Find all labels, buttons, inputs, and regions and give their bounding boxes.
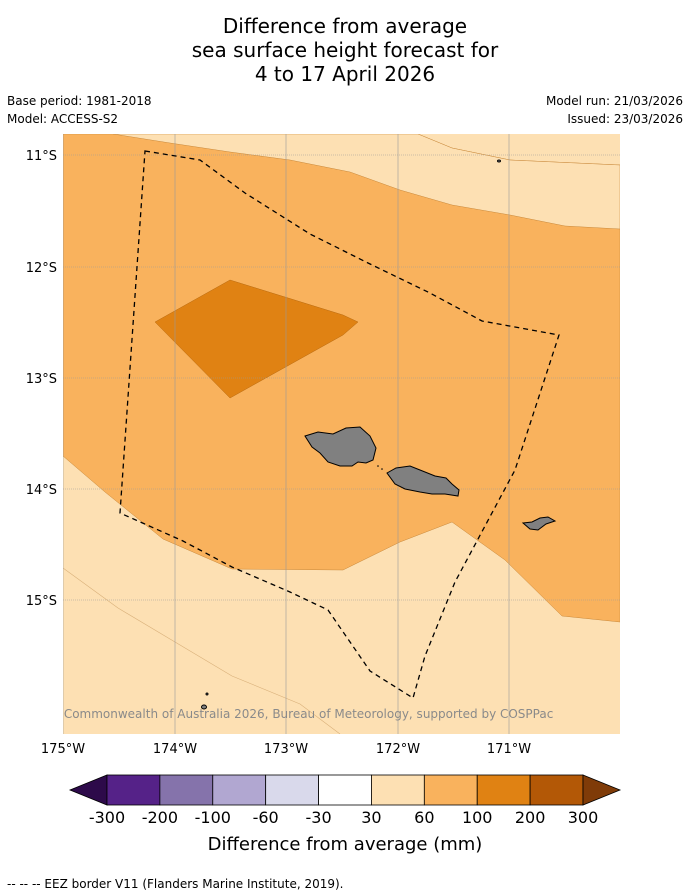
colorbar-bin: [106, 774, 161, 806]
longitude-labels: 175°W 174°W 173°W 172°W 171°W: [41, 742, 531, 757]
small-islets: [377, 465, 383, 470]
colorbar-over-triangle: [582, 774, 622, 806]
colorbar-bin: [265, 774, 319, 806]
contour-line-south: [63, 567, 341, 734]
base-period: Base period: 1981-2018: [7, 94, 152, 108]
eez-border: [119, 150, 560, 700]
colorbar-tick-label: 30: [361, 808, 381, 827]
lon-label: 174°W: [153, 742, 197, 757]
colorbar-tick-label: -100: [195, 808, 231, 827]
lat-label: 13°S: [26, 372, 57, 387]
title-line-2: sea surface height forecast for: [191, 38, 499, 62]
anomaly-band-30-60-north: [112, 134, 620, 230]
gridlines: [63, 134, 620, 734]
colorbar-tick-label: -300: [89, 808, 125, 827]
savaii-island: [304, 426, 377, 467]
colorbar-bin: [212, 774, 267, 806]
colorbar-tick-label: 60: [414, 808, 434, 827]
colorbar-tick-label: -30: [305, 808, 331, 827]
colorbar-bin: [371, 774, 425, 806]
colorbar-tick-label: 300: [568, 808, 599, 827]
lon-label: 175°W: [41, 742, 85, 757]
lon-label: 171°W: [487, 742, 531, 757]
copyright-notice: © Commonwealth of Australia 2026, Bureau…: [48, 707, 553, 721]
land-masses: [201, 159, 557, 710]
colorbar-tick-label: -200: [142, 808, 178, 827]
islet-north: [497, 159, 501, 163]
colorbar-tick-label: -60: [253, 808, 279, 827]
lat-label: 14°S: [26, 483, 57, 498]
title-line-1: Difference from average: [222, 14, 468, 38]
lat-label: 11°S: [26, 149, 57, 164]
colorbar-tick-label: 200: [515, 808, 546, 827]
map-title: Difference from average sea surface heig…: [0, 14, 690, 86]
model-name: Model: ACCESS-S2: [7, 112, 119, 126]
islet-south-small: [205, 692, 209, 696]
anomaly-band-100-200: [154, 279, 359, 399]
colorbar-under-triangle: [68, 774, 108, 806]
upolu-island: [386, 465, 460, 497]
colorbar-title: Difference from average (mm): [208, 834, 483, 855]
colorbar-bin: [318, 774, 372, 806]
eez-legend: -- -- -- EEZ border V11 (Flanders Marine…: [7, 877, 344, 891]
issued-date: Issued: 23/03/2026: [567, 112, 683, 126]
colorbar-bin: [529, 774, 584, 806]
latitude-labels: 11°S 12°S 13°S 14°S 15°S: [26, 149, 57, 609]
colorbar-bin: [423, 774, 478, 806]
islet-south: [201, 704, 207, 710]
title-line-3: 4 to 17 April 2026: [254, 62, 436, 86]
lat-label: 12°S: [26, 261, 57, 276]
lon-label: 172°W: [376, 742, 420, 757]
colorbar-tick-label: 100: [462, 808, 493, 827]
model-run: Model run: 21/03/2026: [545, 94, 683, 108]
map-panel: © Commonwealth of Australia 2026, Bureau…: [48, 134, 620, 734]
tutuila-island: [521, 516, 557, 531]
colorbar: -300 -200 -100 -60 -30 30 60 100 200 300 Differen…: [68, 774, 622, 855]
forecast-map-figure: © Commonwealth of Australia 2026, Bureau…: [26, 134, 622, 855]
colorbar-bin: [159, 774, 214, 806]
lat-label: 15°S: [26, 594, 57, 609]
colorbar-bin: [476, 774, 531, 806]
lon-label: 173°W: [264, 742, 308, 757]
